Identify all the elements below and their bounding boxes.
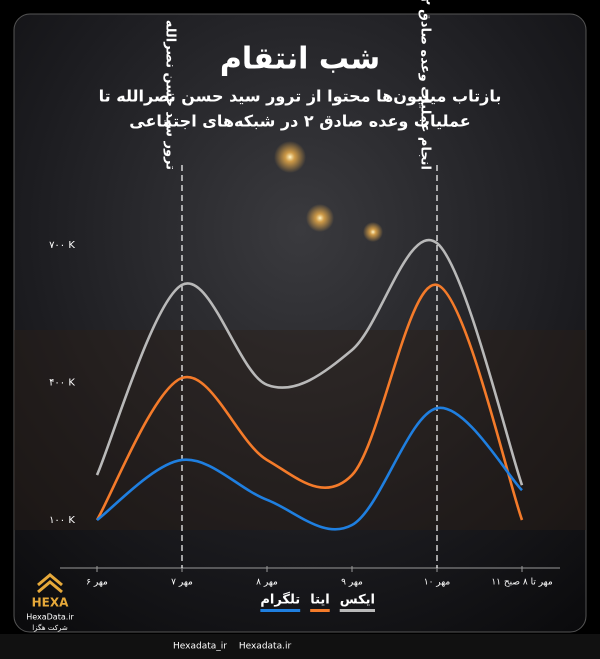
x-tick-label: ۹ مهر <box>341 578 363 588</box>
light <box>306 204 334 232</box>
x-tick-label: ۶ مهر <box>86 578 108 588</box>
light <box>363 222 383 242</box>
legend-label: تلگرام <box>260 592 300 608</box>
brand-company: شرکت هگزا <box>32 623 68 632</box>
x-tick-label: ۱۱ مهر تا ۸ صبح <box>491 578 552 588</box>
series-line <box>95 238 524 486</box>
series-line <box>95 283 524 521</box>
x-tick-label: ۸ مهر <box>256 578 278 588</box>
card <box>13 13 587 633</box>
y-tick-label: ۷۰۰ K <box>49 240 75 251</box>
subtitle: عملیات وعده صادق ۲ در شبکه‌های اجتماعی <box>129 112 470 131</box>
brand-name: HEXA <box>32 596 69 610</box>
annotation: انجام عملیات وعده صادق ۲ <box>418 0 433 170</box>
brand-logo <box>37 573 63 594</box>
light <box>274 141 306 173</box>
legend-swatch <box>339 609 375 612</box>
chart-title: شب انتقام <box>220 42 380 77</box>
subtitle: بازتاب میلیون‌ها محتوا از ترور سید حسن ن… <box>99 87 502 106</box>
y-tick-label: ۴۰۰ K <box>49 378 75 389</box>
x-tick-label: ۷ مهر <box>171 578 193 588</box>
city-glow <box>14 330 586 530</box>
legend-swatch <box>260 609 301 612</box>
y-tick-label: ۱۰۰ K <box>49 515 75 526</box>
legend-label: ایتا <box>310 593 330 608</box>
footer-handle: Hexadata_ir <box>173 642 227 652</box>
brand-site: HexaData.ir <box>26 613 74 622</box>
series-line <box>96 406 523 531</box>
footer-site: Hexadata.ir <box>239 642 292 652</box>
x-tick-label: ۱۰ مهر <box>424 578 451 588</box>
footer-bar <box>0 634 600 659</box>
legend-label: ایکس <box>340 593 375 608</box>
legend-swatch <box>310 609 330 612</box>
annotation: ترور سید حسن نصرالله <box>163 20 178 170</box>
